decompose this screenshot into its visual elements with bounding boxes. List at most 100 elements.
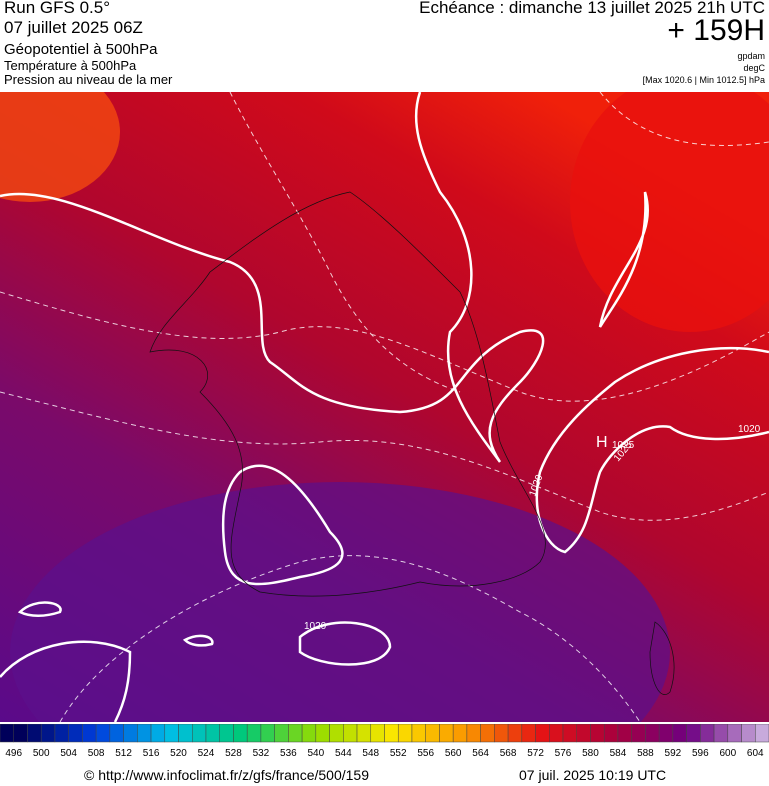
isobar-label: 1020	[738, 424, 761, 435]
color-swatch	[700, 724, 715, 743]
scale-label: 532	[253, 748, 270, 759]
field: Pression au niveau de la mer	[4, 72, 173, 87]
scale-label: 564	[472, 748, 489, 759]
color-swatch	[95, 724, 111, 743]
color-swatch	[288, 724, 303, 743]
color-swatch	[109, 724, 124, 743]
scale-label: 500	[33, 748, 50, 759]
scale-label: 516	[143, 748, 160, 759]
temperature-contours	[0, 92, 769, 722]
color-swatch	[13, 724, 28, 743]
map: H 1025 1020 1020 1020 1025	[0, 92, 769, 722]
color-swatch	[40, 724, 56, 743]
color-swatch	[274, 724, 289, 743]
color-swatch	[397, 724, 413, 743]
scale-label: 568	[500, 748, 517, 759]
color-swatch	[411, 724, 426, 743]
color-swatch	[713, 724, 729, 743]
color-swatch	[164, 724, 179, 743]
color-swatch	[755, 724, 769, 743]
color-swatch	[246, 724, 262, 743]
color-swatch	[425, 724, 440, 743]
color-swatch	[617, 724, 632, 743]
color-swatch	[562, 724, 578, 743]
color-swatch	[549, 724, 564, 743]
color-swatch	[233, 724, 248, 743]
high-marker: H	[596, 434, 608, 451]
color-swatch	[576, 724, 591, 743]
scale-label: 540	[307, 748, 324, 759]
scale-label: 528	[225, 748, 242, 759]
scale-label: 600	[719, 748, 736, 759]
scale-label: 548	[362, 748, 379, 759]
color-swatch	[507, 724, 523, 743]
scale-label: 544	[335, 748, 352, 759]
run-date: 07 juillet 2025 06Z	[4, 18, 143, 37]
color-swatch	[137, 724, 152, 743]
color-swatch	[727, 724, 742, 743]
scale-label: 504	[60, 748, 77, 759]
scale-label: 536	[280, 748, 297, 759]
color-swatch	[205, 724, 220, 743]
color-swatch	[315, 724, 330, 743]
color-swatch	[301, 724, 317, 743]
color-swatch	[439, 724, 454, 743]
range: [Max 1020.6 | Min 1012.5] hPa	[642, 75, 765, 85]
color-swatch	[535, 724, 550, 743]
color-swatch	[82, 724, 97, 743]
scale-label: 524	[198, 748, 215, 759]
borders	[149, 191, 675, 695]
color-swatch	[631, 724, 646, 743]
color-swatch	[54, 724, 69, 743]
color-swatch	[452, 724, 468, 743]
color-swatch	[68, 724, 83, 743]
color-swatch	[27, 724, 42, 743]
color-swatch	[384, 724, 399, 743]
color-swatch	[192, 724, 207, 743]
unit: degC	[743, 63, 765, 73]
scale-label: 560	[445, 748, 462, 759]
scale-label: 556	[417, 748, 434, 759]
color-swatch	[658, 724, 674, 743]
isobar-label: 1025	[612, 440, 635, 451]
color-swatch	[343, 724, 358, 743]
color-scale: 496 500 504 508 512 516 520 524 528 532 536 540 544 5…	[0, 724, 769, 759]
scale-label: 592	[665, 748, 682, 759]
scale-label: 596	[692, 748, 709, 759]
color-swatch	[603, 724, 619, 743]
color-swatch	[480, 724, 495, 743]
field: Température à 500hPa	[4, 58, 137, 73]
color-swatch	[0, 724, 14, 743]
lead-time: + 159H	[667, 14, 765, 47]
color-swatch	[329, 724, 344, 743]
color-swatch	[521, 724, 536, 743]
source-url: © http://www.infoclimat.fr/z/gfs/france/…	[84, 767, 369, 783]
scale-label: 588	[637, 748, 654, 759]
isobar-label: 1020	[304, 621, 327, 632]
valid-time: Echéance : dimanche 13 juillet 2025 21h …	[419, 0, 765, 17]
timestamp: 07 juil. 2025 10:19 UTC	[519, 767, 667, 783]
color-swatch	[356, 724, 372, 743]
scale-label: 552	[390, 748, 407, 759]
scale-label: 604	[747, 748, 764, 759]
scale-label: 496	[5, 748, 22, 759]
scale-label: 512	[115, 748, 132, 759]
scale-label: 508	[88, 748, 105, 759]
field-shading	[10, 482, 670, 722]
run: Run GFS 0.5°	[4, 0, 111, 17]
color-swatch	[645, 724, 660, 743]
unit: gpdam	[737, 51, 765, 61]
color-swatch	[672, 724, 687, 743]
field: Géopotentiel à 500hPa	[4, 41, 158, 58]
scale-label: 520	[170, 748, 187, 759]
color-swatch	[370, 724, 385, 743]
color-swatch	[494, 724, 509, 743]
field-shading	[570, 92, 769, 332]
field-shading	[0, 92, 120, 202]
scale-label: 576	[555, 748, 572, 759]
color-swatch	[123, 724, 138, 743]
color-swatch	[150, 724, 166, 743]
scale-label: 572	[527, 748, 544, 759]
isobars	[0, 92, 769, 722]
